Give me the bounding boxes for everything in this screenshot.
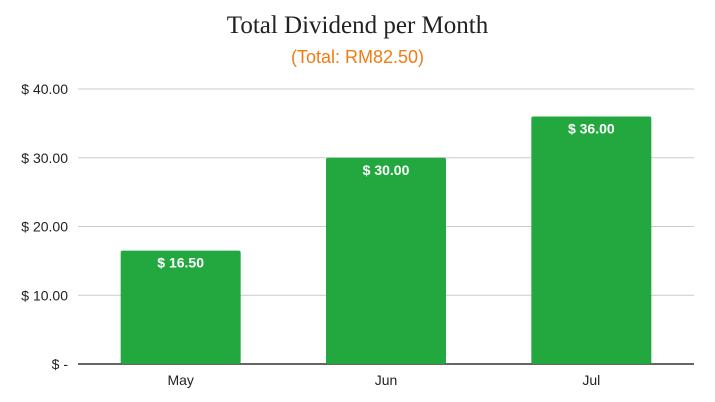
bar-may [120,250,241,364]
y-tick-label: $ 40.00 [21,81,68,97]
y-tick-label: $ 20.00 [21,219,68,235]
data-label: $ 16.50 [157,255,204,271]
y-tick-label: $ 10.00 [21,287,68,303]
bar-jul [531,116,652,364]
bars [120,116,652,364]
x-axis-ticks: May Jun Jul [167,372,600,388]
data-label: $ 36.00 [568,121,615,137]
chart-title: Total Dividend per Month [226,12,489,39]
x-tick-label: Jun [375,372,398,388]
data-labels: $ 16.50 $ 30.00 $ 36.00 [157,121,615,271]
bar-jun [326,157,446,364]
x-tick-label: Jul [582,372,600,388]
chart-subtitle: (Total: RM82.50) [290,47,425,67]
x-tick-label: May [167,372,193,388]
y-tick-label: $ 30.00 [21,150,68,166]
y-tick-label: $ - [52,356,69,372]
y-axis-ticks: $ - $ 10.00 $ 20.00 $ 30.00 $ 40.00 [21,81,68,372]
data-label: $ 30.00 [363,162,410,178]
